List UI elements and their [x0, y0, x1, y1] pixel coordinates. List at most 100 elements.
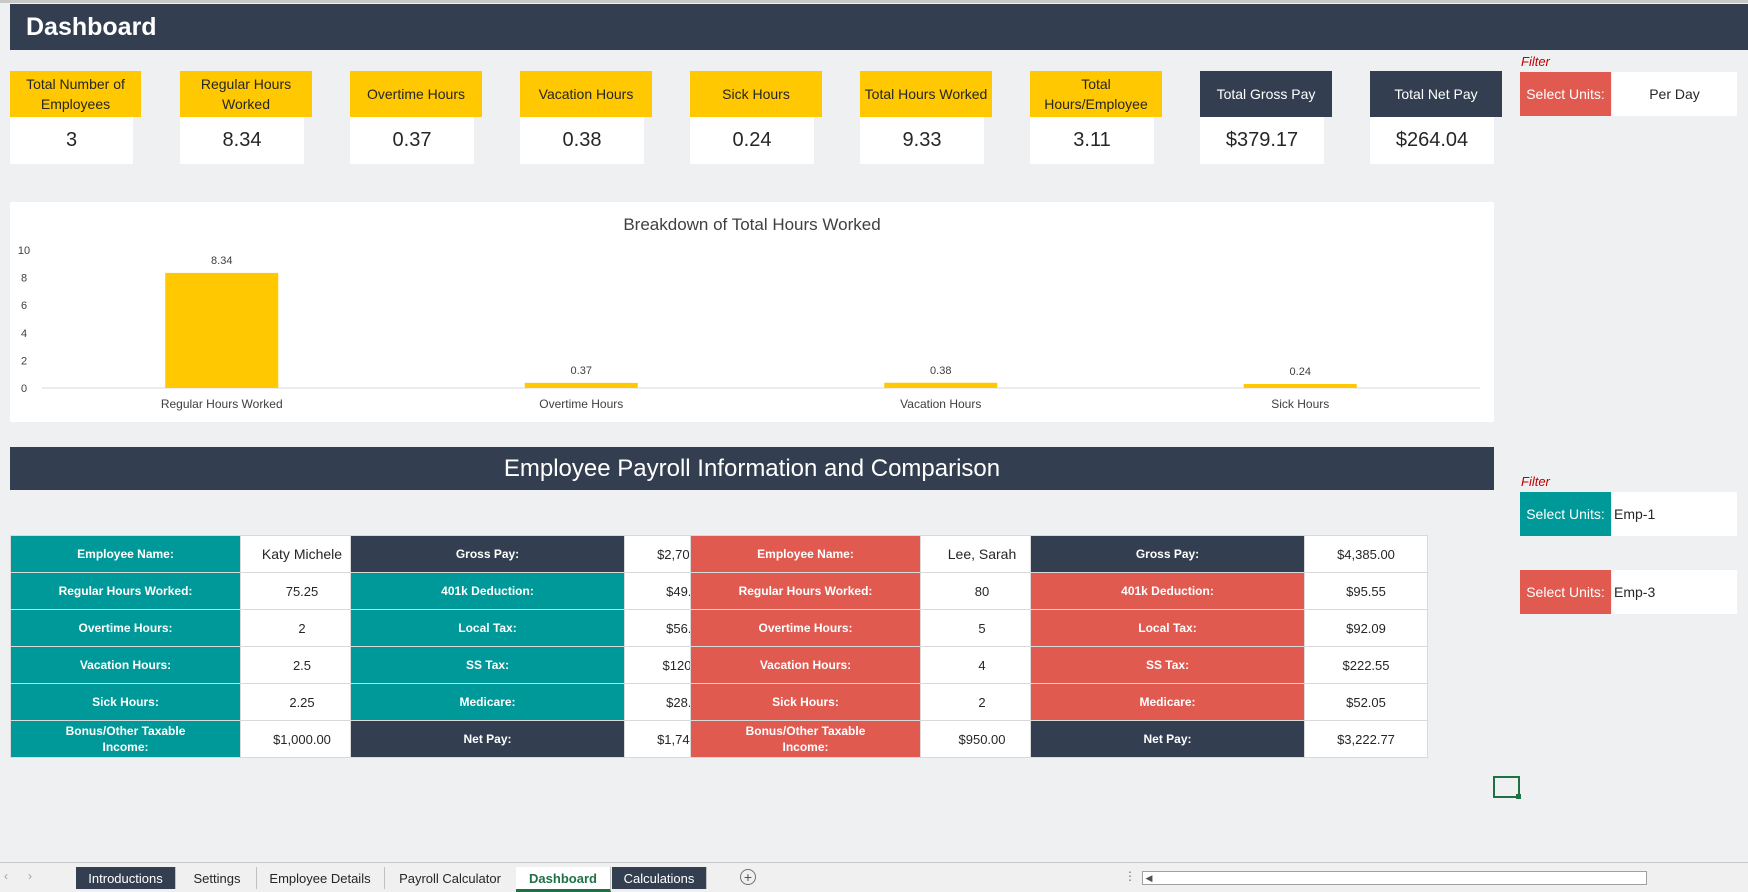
add-sheet-icon[interactable]: + [740, 869, 756, 885]
table-row: Gross Pay: $2,700.00 [350, 535, 748, 573]
units-dropdown[interactable]: Per Day [1612, 72, 1737, 116]
scroll-left-icon[interactable]: ◀ [1145, 873, 1153, 883]
select-employee-b-button[interactable]: Select Units: [1520, 570, 1611, 614]
row-label: Regular Hours Worked: [10, 572, 241, 610]
fill-handle[interactable] [1516, 794, 1521, 799]
kpi-label: Total Number of Employees [10, 71, 141, 117]
tab-employee-details[interactable]: Employee Details [256, 867, 385, 889]
row-value: $222.55 [1304, 646, 1428, 684]
tab-payroll-calculator[interactable]: Payroll Calculator [384, 867, 517, 889]
row-label: SS Tax: [350, 646, 625, 684]
select-employee-a-button[interactable]: Select Units: [1520, 492, 1611, 536]
kpi-label: Regular Hours Worked [180, 71, 312, 117]
row-value: $52.05 [1304, 683, 1428, 721]
row-value: 2 [240, 609, 364, 647]
hours-breakdown-chart: Breakdown of Total Hours Worked 0 2 4 6 8 10 8… [10, 202, 1494, 422]
row-label: Medicare: [350, 683, 625, 721]
data-label: 0.24 [1290, 366, 1311, 378]
row-label: Sick Hours: [10, 683, 241, 721]
row-label: Sick Hours: [690, 683, 921, 721]
kpi-value: 8.34 [180, 117, 304, 164]
employee-a-dropdown[interactable]: Emp-1 [1612, 492, 1737, 536]
row-label: Vacation Hours: [690, 646, 921, 684]
row-label: Local Tax: [1030, 609, 1305, 647]
row-label: 401k Deduction: [350, 572, 625, 610]
row-value: 2 [920, 683, 1044, 721]
row-label: Bonus/Other Taxable Income: [690, 720, 921, 758]
row-value: 5 [920, 609, 1044, 647]
kpi-card-overtime-hours: Overtime Hours 0.37 [350, 71, 482, 164]
row-value: Katy Michele [240, 535, 364, 573]
table-row: Employee Name: Lee, Sarah [690, 535, 1044, 573]
x-tick-label: Sick Hours [1271, 397, 1329, 411]
table-row: Net Pay: $3,222.77 [1030, 720, 1428, 758]
selected-cell[interactable] [1493, 776, 1520, 798]
row-label: Net Pay: [1030, 720, 1305, 758]
row-label: Employee Name: [690, 535, 921, 573]
employee-b-info-table: Employee Name: Lee, Sarah Regular Hours W… [690, 535, 1044, 758]
tab-dashboard[interactable]: Dashboard [516, 867, 611, 892]
row-value: 80 [920, 572, 1044, 610]
tab-split-handle-icon[interactable]: ⋮ [1124, 869, 1136, 883]
table-row: SS Tax: $222.55 [1030, 646, 1428, 684]
table-row: Regular Hours Worked: 75.25 [10, 572, 364, 610]
table-row: Medicare: $52.05 [1030, 683, 1428, 721]
table-row: Regular Hours Worked: 80 [690, 572, 1044, 610]
tab-introductions[interactable]: Introductions [76, 867, 176, 889]
horizontal-scrollbar[interactable]: ◀ [1142, 871, 1647, 885]
kpi-label: Total Hours/Employee [1030, 71, 1162, 117]
row-value: $95.55 [1304, 572, 1428, 610]
kpi-label: Total Gross Pay [1200, 71, 1332, 117]
kpi-card-net-pay: Total Net Pay $264.04 [1370, 71, 1502, 164]
kpi-label: Total Hours Worked [860, 71, 992, 117]
row-label: Vacation Hours: [10, 646, 241, 684]
row-label: Gross Pay: [350, 535, 625, 573]
row-value: $950.00 [920, 720, 1044, 758]
table-row: Bonus/Other Taxable Income: $950.00 [690, 720, 1044, 758]
tab-settings[interactable]: Settings [178, 867, 257, 889]
table-row: Overtime Hours: 2 [10, 609, 364, 647]
kpi-value: 3.11 [1030, 117, 1154, 164]
sheet-tab-bar: ‹ › Introductions Settings Employee Deta… [0, 862, 1748, 892]
chart-bar [165, 272, 279, 388]
table-row: Gross Pay: $4,385.00 [1030, 535, 1428, 573]
row-value: 75.25 [240, 572, 364, 610]
select-units-button[interactable]: Select Units: [1520, 72, 1611, 116]
row-label: Medicare: [1030, 683, 1305, 721]
table-row: SS Tax: $120.95 [350, 646, 748, 684]
scroll-tabs-right-icon[interactable]: › [28, 869, 32, 883]
kpi-card-total-employees: Total Number of Employees 3 [10, 71, 141, 164]
table-row: Net Pay: $1,744.86 [350, 720, 748, 758]
kpi-label: Overtime Hours [350, 71, 482, 117]
table-row: Local Tax: $56.70 [350, 609, 748, 647]
data-label: 8.34 [211, 255, 232, 267]
grid-top-border [0, 0, 1748, 3]
row-label: Overtime Hours: [690, 609, 921, 647]
chart-title: Breakdown of Total Hours Worked [623, 215, 880, 234]
table-row: Bonus/Other Taxable Income: $1,000.00 [10, 720, 364, 758]
row-value: 2.5 [240, 646, 364, 684]
table-row: Local Tax: $92.09 [1030, 609, 1428, 647]
employee-b-dropdown[interactable]: Emp-3 [1612, 570, 1737, 614]
tab-calculations[interactable]: Calculations [612, 867, 707, 889]
table-row: 401k Deduction: $49.20 [350, 572, 748, 610]
row-label: Gross Pay: [1030, 535, 1305, 573]
table-row: Vacation Hours: 2.5 [10, 646, 364, 684]
y-tick-label: 2 [21, 355, 27, 367]
data-label: 0.38 [930, 365, 951, 377]
scroll-tabs-left-icon[interactable]: ‹ [4, 869, 8, 883]
y-tick-label: 0 [21, 383, 27, 395]
row-label: Net Pay: [350, 720, 625, 758]
row-label: Local Tax: [350, 609, 625, 647]
row-label: Bonus/Other Taxable Income: [10, 720, 241, 758]
kpi-card-vacation-hours: Vacation Hours 0.38 [520, 71, 652, 164]
kpi-value: 0.24 [690, 117, 814, 164]
kpi-card-sick-hours: Sick Hours 0.24 [690, 71, 822, 164]
kpi-value: 0.37 [350, 117, 474, 164]
row-value: Lee, Sarah [920, 535, 1044, 573]
kpi-label: Sick Hours [690, 71, 822, 117]
row-label: Regular Hours Worked: [690, 572, 921, 610]
y-tick-label: 6 [21, 300, 27, 312]
y-tick-label: 10 [18, 245, 30, 257]
x-tick-label: Vacation Hours [900, 397, 981, 411]
